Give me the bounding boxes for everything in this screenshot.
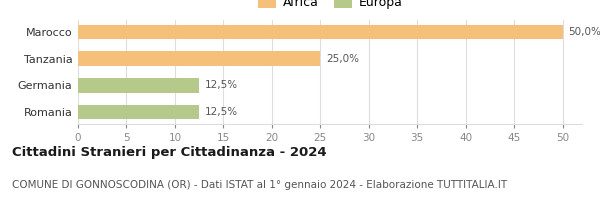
Text: 25,0%: 25,0% — [326, 54, 359, 64]
Bar — [78, 25, 563, 39]
Text: 50,0%: 50,0% — [568, 27, 600, 37]
Legend: Africa, Europa: Africa, Europa — [255, 0, 405, 12]
Text: 12,5%: 12,5% — [205, 107, 238, 117]
Bar — [78, 78, 199, 93]
Text: COMUNE DI GONNOSCODINA (OR) - Dati ISTAT al 1° gennaio 2024 - Elaborazione TUTTI: COMUNE DI GONNOSCODINA (OR) - Dati ISTAT… — [12, 180, 507, 190]
Text: Cittadini Stranieri per Cittadinanza - 2024: Cittadini Stranieri per Cittadinanza - 2… — [12, 146, 326, 159]
Bar — [78, 105, 199, 119]
Bar — [78, 51, 320, 66]
Text: 12,5%: 12,5% — [205, 80, 238, 90]
